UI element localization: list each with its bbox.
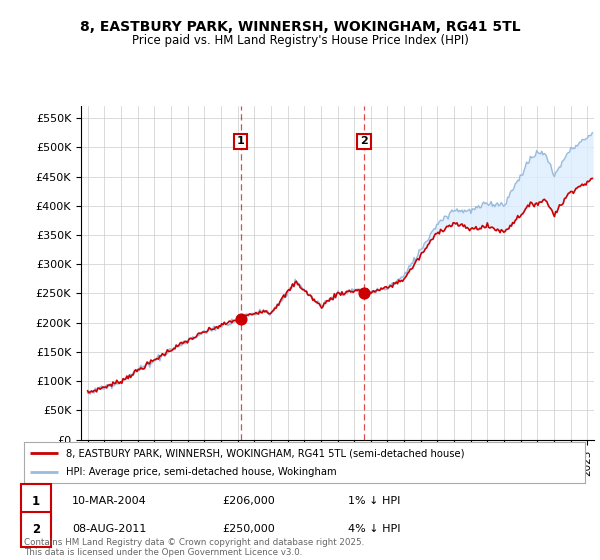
Text: 1: 1	[32, 494, 40, 508]
Text: 4% ↓ HPI: 4% ↓ HPI	[348, 524, 401, 534]
Text: 1% ↓ HPI: 1% ↓ HPI	[348, 496, 400, 506]
Text: 8, EASTBURY PARK, WINNERSH, WOKINGHAM, RG41 5TL (semi-detached house): 8, EASTBURY PARK, WINNERSH, WOKINGHAM, R…	[66, 449, 464, 458]
Text: 2: 2	[360, 137, 368, 147]
Text: 10-MAR-2004: 10-MAR-2004	[72, 496, 147, 506]
Text: HPI: Average price, semi-detached house, Wokingham: HPI: Average price, semi-detached house,…	[66, 467, 337, 477]
Text: 2: 2	[32, 522, 40, 536]
Text: Contains HM Land Registry data © Crown copyright and database right 2025.
This d: Contains HM Land Registry data © Crown c…	[24, 538, 364, 557]
Text: 1: 1	[237, 137, 245, 147]
Text: £250,000: £250,000	[222, 524, 275, 534]
Text: Price paid vs. HM Land Registry's House Price Index (HPI): Price paid vs. HM Land Registry's House …	[131, 34, 469, 46]
Text: 08-AUG-2011: 08-AUG-2011	[72, 524, 146, 534]
Text: £206,000: £206,000	[222, 496, 275, 506]
Point	[236, 315, 245, 324]
Point	[359, 289, 369, 298]
Text: 8, EASTBURY PARK, WINNERSH, WOKINGHAM, RG41 5TL: 8, EASTBURY PARK, WINNERSH, WOKINGHAM, R…	[80, 20, 520, 34]
